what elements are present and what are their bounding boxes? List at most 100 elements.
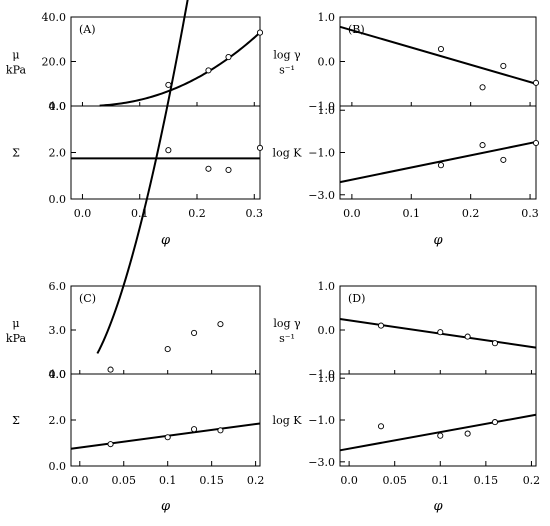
panel-a: (A) 0.0 0.1 0.2 0.3 φ 0.0 20.0 40.0 μ kPa 0.0 2.0 4.0… bbox=[6, 11, 264, 248]
panel-b-lower-ytick-label: −3.0 bbox=[308, 189, 335, 202]
panel-d-xtick-label: 0.15 bbox=[474, 474, 499, 487]
panel-b-upper-data-point bbox=[479, 84, 486, 91]
panel-a-lower-data-point bbox=[205, 165, 212, 172]
panel-a-upper-data-point bbox=[256, 29, 264, 36]
panel-d-xtick-label: 0.05 bbox=[382, 474, 407, 487]
panel-a-upper-data-point bbox=[205, 67, 212, 74]
panel-b-lower-ytick-label: −1.0 bbox=[308, 147, 335, 160]
panel-b-lower-data-point bbox=[437, 162, 445, 169]
panel-b-lower-fit-line bbox=[339, 140, 537, 184]
panel-a-upper-y-axis-label: μ bbox=[12, 49, 19, 62]
panel-c-label: (C) bbox=[79, 292, 96, 305]
panel-b-lower: 1.0 −1.0 −3.0 log K bbox=[273, 104, 540, 202]
panel-a-upper-data-point bbox=[165, 81, 172, 88]
panel-a-xtick-label: 0.0 bbox=[74, 207, 92, 220]
panel-b-lower-data-point bbox=[500, 156, 507, 163]
panel-d-upper-data-point bbox=[437, 329, 444, 336]
panel-c-lower-ytick-label: 2.0 bbox=[49, 414, 67, 427]
panel-a-lower-y-axis-label: Σ bbox=[12, 147, 20, 160]
panel-a-lower-ytick-label: 0.0 bbox=[49, 193, 67, 206]
panel-c-x-axis-label: φ bbox=[161, 499, 171, 514]
panel-d-upper-y-axis-label: log γ bbox=[273, 317, 301, 330]
panel-d-lower-data-point bbox=[464, 430, 471, 437]
panel-c-lower-ytick-label: 0.0 bbox=[49, 460, 67, 473]
panel-b-frame bbox=[339, 16, 537, 200]
panel-b-upper-y-axis-label: log γ bbox=[273, 49, 301, 62]
panel-a-upper: 0.0 20.0 40.0 μ kPa bbox=[6, 11, 264, 113]
panel-b-xtick-label: 0.1 bbox=[403, 207, 421, 220]
panel-d-upper-ytick-label: 0.0 bbox=[318, 324, 336, 337]
panel-d-upper-data-point bbox=[464, 333, 471, 340]
panel-b-xtick-label: 0.3 bbox=[521, 207, 539, 220]
panel-b-lower-data-point bbox=[532, 139, 540, 147]
panel-d-upper-data-point bbox=[491, 340, 499, 347]
panel-b-upper-ytick-label: 1.0 bbox=[318, 11, 336, 24]
panel-c-xtick-label: 0.15 bbox=[199, 474, 224, 487]
panel-a-upper-ytick-label: 40.0 bbox=[42, 11, 67, 24]
panel-c-upper-ytick-label: 6.0 bbox=[49, 280, 67, 293]
panel-a-lower-data-point bbox=[256, 144, 264, 151]
panel-d-xtick-label: 0.2 bbox=[523, 474, 541, 487]
panel-a-lower: 0.0 2.0 4.0 Σ bbox=[12, 100, 264, 206]
panel-c-upper-ytick-label: 3.0 bbox=[49, 324, 67, 337]
panel-d-xtick-label: 0.1 bbox=[432, 474, 450, 487]
panel-d-lower-ytick-label: 1.0 bbox=[318, 372, 336, 385]
panel-c-upper-fit-line bbox=[96, 0, 189, 354]
panel-c-upper-data-point bbox=[164, 346, 171, 353]
panel-b-upper-data-point bbox=[437, 45, 445, 53]
panel-d-lower-fit-line bbox=[339, 413, 537, 452]
panel-c-lower-data-point bbox=[191, 426, 198, 433]
panel-b-upper-y-axis-label: s⁻¹ bbox=[279, 64, 295, 77]
panel-b-upper-data-point bbox=[500, 62, 507, 69]
panel-c-upper-data-point bbox=[217, 321, 224, 328]
panel-b-xtick-label: 0.0 bbox=[343, 207, 361, 220]
panel-c-xtick-label: 0.0 bbox=[71, 474, 89, 487]
panel-d-lower-y-axis-label: log K bbox=[273, 414, 303, 427]
panel-a-upper-y-axis-label: kPa bbox=[6, 64, 27, 77]
panel-b-xtick-label: 0.2 bbox=[462, 207, 480, 220]
panel-c-lower: 0.0 2.0 4.0 Σ bbox=[12, 368, 261, 473]
panel-c-upper: 0.0 3.0 6.0 μ kPa bbox=[6, 0, 224, 381]
panel-b-x-axis-label: φ bbox=[433, 233, 443, 248]
panel-c-lower-data-point bbox=[164, 434, 171, 441]
panel-d-lower: 1.0 −1.0 −3.0 log K bbox=[273, 372, 537, 469]
panel-a-lower-data-point bbox=[225, 166, 232, 173]
panel-d-upper: 1.0 0.0 −1.0 log γ s⁻¹ bbox=[273, 280, 537, 381]
panel-a-upper-data-point bbox=[225, 54, 232, 61]
panel-a-xtick-label: 0.2 bbox=[188, 207, 206, 220]
panel-d-label: (D) bbox=[348, 292, 365, 305]
panel-c-upper-data-point bbox=[107, 366, 114, 373]
panel-d-lower-data-point bbox=[491, 419, 499, 426]
panel-c-xtick-label: 0.2 bbox=[247, 474, 265, 487]
panel-b-upper-data-point bbox=[532, 79, 540, 86]
panel-b-lower-ytick-label: 1.0 bbox=[318, 104, 336, 117]
panel-c-lower-y-axis-label: Σ bbox=[12, 414, 20, 427]
panel-a-x-axis-label: φ bbox=[161, 233, 171, 248]
panel-b-upper-ytick-label: −1.0 bbox=[308, 100, 335, 113]
panel-a-xtick-label: 0.3 bbox=[246, 207, 264, 220]
panel-c-xtick-label: 0.1 bbox=[159, 474, 177, 487]
panel-b-lower-y-axis-label: log K bbox=[273, 147, 303, 160]
panel-d-upper-ytick-label: 1.0 bbox=[318, 280, 336, 293]
panel-c-lower-data-point bbox=[217, 427, 224, 434]
panel-c-lower-ytick-label: 4.0 bbox=[49, 368, 67, 381]
panel-d-upper-ytick-label: −1.0 bbox=[308, 368, 335, 381]
panel-a-lower-ytick-label: 2.0 bbox=[49, 147, 67, 160]
panel-b-lower-data-point bbox=[479, 142, 486, 149]
panel-c-upper-ytick-label: 0.0 bbox=[49, 368, 67, 381]
panel-d-lower-ytick-label: −3.0 bbox=[308, 456, 335, 469]
panel-b-upper-fit-line bbox=[339, 25, 537, 85]
panel-a-frame bbox=[70, 16, 261, 200]
panel-a-xtick-label: 0.1 bbox=[131, 207, 149, 220]
panel-a-label: (A) bbox=[79, 23, 96, 36]
panel-c-xtick-label: 0.05 bbox=[111, 474, 136, 487]
panel-d-xtick-label: 0.0 bbox=[340, 474, 358, 487]
panel-b-upper: 1.0 0.0 −1.0 log γ s⁻¹ bbox=[273, 11, 540, 113]
panel-d-upper-y-axis-label: s⁻¹ bbox=[279, 332, 295, 345]
panel-c-upper-y-axis-label: μ bbox=[12, 317, 19, 330]
panel-d-lower-data-point bbox=[437, 432, 444, 439]
panel-a-lower-ytick-label: 4.0 bbox=[49, 100, 67, 113]
